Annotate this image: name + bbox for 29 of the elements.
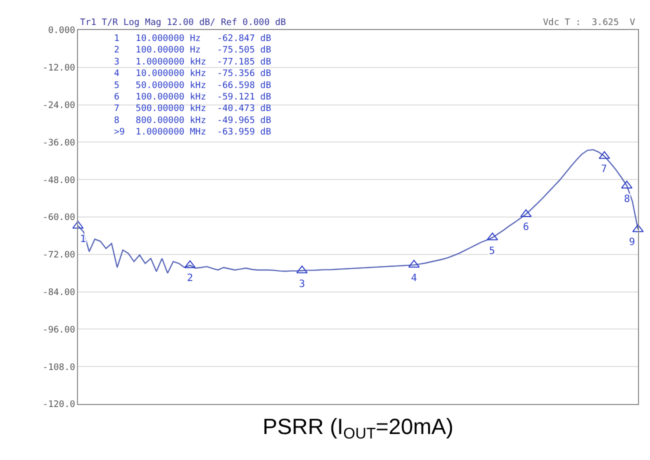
point bbox=[408, 260, 420, 268]
y-tick-label: -24.00 bbox=[42, 100, 76, 111]
annotation: 5 bbox=[489, 246, 496, 257]
y-tick-label: -48.00 bbox=[42, 176, 76, 186]
point bbox=[632, 224, 644, 232]
y-tick-label: -72.00 bbox=[42, 250, 76, 261]
annotation: 4 bbox=[411, 273, 418, 284]
y-tick-label: -60.00 bbox=[42, 213, 76, 224]
annotation: 3 bbox=[299, 279, 306, 290]
text: 1 10.000000 Hz -62.847 dB 2 100.00000 Hz -75.505 dB 3 1.0000000 kHz -77.185 dB 4 10.000000 kHz -75.356 dB 5 50.000000 kHz -66.598 dB 6 100.00000 kHz -59.121 dB 7 500.00000 kHz -40.473 dB 8 800.00000 kHz -49.965 dB >9 1.0000000 MHz -63.959 dB bbox=[114, 34, 272, 138]
y-tick-label: -120.0 bbox=[42, 400, 76, 410]
annotation: 7 bbox=[601, 164, 608, 175]
y-tick-label: -108.0 bbox=[42, 362, 76, 373]
annotation: 6 bbox=[523, 222, 530, 233]
y-tick-label: -36.00 bbox=[42, 138, 76, 148]
point bbox=[184, 260, 196, 268]
y-tick-label: -96.00 bbox=[42, 325, 76, 336]
point bbox=[520, 209, 532, 218]
annotation: 8 bbox=[624, 194, 630, 205]
text: Vdc T : 3.625 V bbox=[543, 18, 636, 28]
y-tick-label: -12.00 bbox=[42, 64, 76, 74]
annotation: 9 bbox=[629, 237, 636, 248]
y-tick-label: -84.00 bbox=[42, 288, 76, 298]
annotation: 1 bbox=[80, 234, 86, 245]
y-tick-label: 0.000 bbox=[48, 26, 76, 36]
point bbox=[72, 220, 84, 229]
x-axis-title: PSRR (I$_{OUT}$=20mA) bbox=[262, 414, 454, 443]
text: Tr1 T/R Log Mag 12.00 dB/ Ref 0.000 dB bbox=[80, 18, 286, 28]
annotation: 2 bbox=[187, 273, 194, 284]
